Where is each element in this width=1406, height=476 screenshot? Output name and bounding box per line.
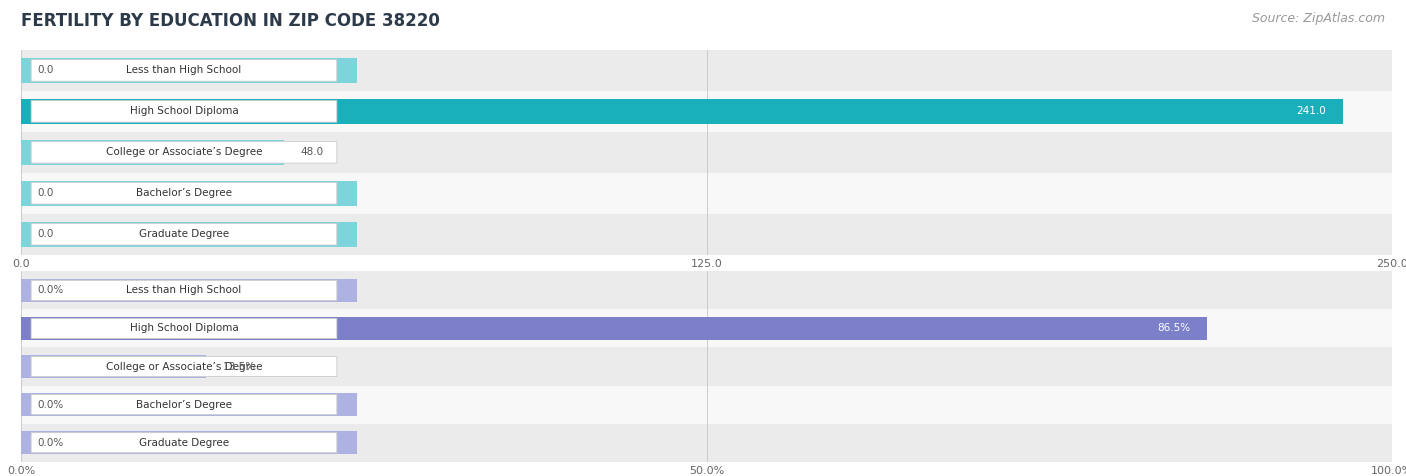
Text: 0.0: 0.0 bbox=[38, 188, 53, 198]
Text: College or Associate’s Degree: College or Associate’s Degree bbox=[105, 147, 263, 158]
Bar bbox=[21, 278, 357, 302]
FancyBboxPatch shape bbox=[31, 60, 337, 81]
FancyBboxPatch shape bbox=[31, 357, 337, 377]
Bar bbox=[21, 214, 1392, 255]
Text: Source: ZipAtlas.com: Source: ZipAtlas.com bbox=[1251, 12, 1385, 25]
FancyBboxPatch shape bbox=[31, 182, 337, 204]
Bar bbox=[21, 58, 357, 83]
Bar bbox=[21, 173, 1392, 214]
Text: 48.0: 48.0 bbox=[301, 147, 323, 158]
Bar bbox=[21, 50, 1392, 91]
Text: 0.0%: 0.0% bbox=[38, 399, 63, 410]
Text: FERTILITY BY EDUCATION IN ZIP CODE 38220: FERTILITY BY EDUCATION IN ZIP CODE 38220 bbox=[21, 12, 440, 30]
Bar bbox=[21, 355, 207, 378]
Bar bbox=[21, 91, 1392, 132]
Text: Bachelor’s Degree: Bachelor’s Degree bbox=[136, 399, 232, 410]
FancyBboxPatch shape bbox=[31, 223, 337, 245]
Text: High School Diploma: High School Diploma bbox=[129, 106, 239, 117]
FancyBboxPatch shape bbox=[31, 141, 337, 163]
Bar bbox=[21, 431, 357, 455]
Text: College or Associate’s Degree: College or Associate’s Degree bbox=[105, 361, 263, 372]
FancyBboxPatch shape bbox=[31, 280, 337, 300]
Bar bbox=[21, 317, 1206, 340]
Bar bbox=[21, 347, 1392, 386]
Bar bbox=[21, 393, 357, 416]
Bar bbox=[21, 139, 284, 165]
FancyBboxPatch shape bbox=[31, 433, 337, 453]
Text: 13.5%: 13.5% bbox=[222, 361, 256, 372]
Bar bbox=[21, 221, 357, 247]
Bar bbox=[21, 180, 357, 206]
Text: 86.5%: 86.5% bbox=[1157, 323, 1191, 334]
Text: Graduate Degree: Graduate Degree bbox=[139, 229, 229, 239]
Bar bbox=[21, 271, 1392, 309]
Text: 241.0: 241.0 bbox=[1296, 106, 1326, 117]
Text: High School Diploma: High School Diploma bbox=[129, 323, 239, 334]
FancyBboxPatch shape bbox=[31, 318, 337, 338]
FancyBboxPatch shape bbox=[31, 395, 337, 415]
Text: 0.0%: 0.0% bbox=[38, 285, 63, 296]
Text: 0.0%: 0.0% bbox=[38, 437, 63, 448]
Text: Less than High School: Less than High School bbox=[127, 65, 242, 76]
Bar bbox=[21, 309, 1392, 347]
Bar bbox=[21, 386, 1392, 424]
Bar bbox=[21, 132, 1392, 173]
Bar bbox=[21, 424, 1392, 462]
Text: 0.0: 0.0 bbox=[38, 65, 53, 76]
Text: 0.0: 0.0 bbox=[38, 229, 53, 239]
Text: Bachelor’s Degree: Bachelor’s Degree bbox=[136, 188, 232, 198]
Text: Less than High School: Less than High School bbox=[127, 285, 242, 296]
Bar bbox=[21, 99, 1343, 124]
Text: Graduate Degree: Graduate Degree bbox=[139, 437, 229, 448]
FancyBboxPatch shape bbox=[31, 100, 337, 122]
